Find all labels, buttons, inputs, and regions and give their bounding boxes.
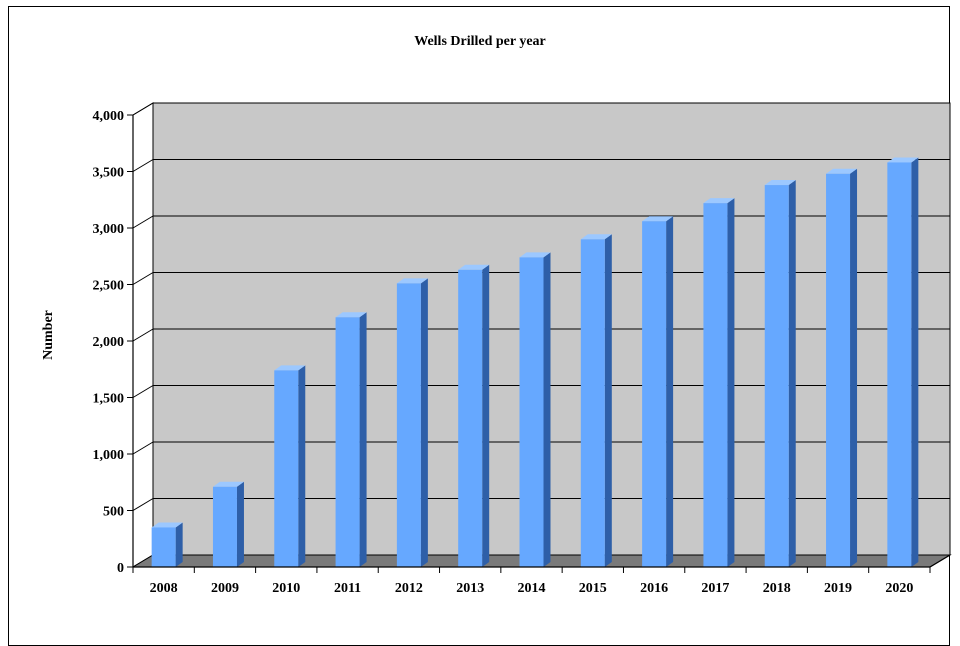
gridline-depth bbox=[132, 498, 154, 511]
bar-front bbox=[642, 221, 667, 567]
bar-side bbox=[604, 234, 612, 568]
gridline-depth bbox=[132, 385, 154, 398]
x-axis-depth bbox=[929, 554, 951, 568]
bar-side bbox=[175, 522, 183, 567]
x-tick-label: 2012 bbox=[395, 581, 423, 596]
bar bbox=[826, 168, 858, 567]
bar-top bbox=[335, 312, 367, 318]
bar bbox=[335, 312, 367, 567]
bar-side bbox=[236, 481, 244, 567]
bar-front bbox=[580, 239, 605, 568]
bar-front bbox=[703, 203, 728, 567]
gridline-depth bbox=[132, 328, 154, 342]
bar-side bbox=[911, 157, 919, 567]
bar bbox=[151, 522, 183, 567]
bar bbox=[458, 264, 490, 567]
bar bbox=[519, 252, 551, 567]
y-tick-label: 500 bbox=[103, 505, 124, 520]
bar-top bbox=[887, 157, 919, 163]
gridline-depth bbox=[132, 215, 154, 229]
chart-title: Wells Drilled per year bbox=[414, 34, 546, 49]
bar-side bbox=[727, 198, 735, 567]
bar-side bbox=[543, 252, 551, 567]
gridline-depth bbox=[132, 102, 154, 116]
bar-top bbox=[274, 365, 306, 371]
bar-front bbox=[335, 317, 360, 567]
bar-side bbox=[788, 180, 796, 567]
bar-top bbox=[458, 264, 490, 270]
y-tick-label: 4,000 bbox=[93, 109, 125, 124]
gridline-depth bbox=[132, 441, 154, 455]
x-tick-label: 2017 bbox=[701, 581, 729, 596]
bar bbox=[642, 216, 674, 567]
bar-front bbox=[151, 527, 176, 567]
gridline-depth bbox=[132, 159, 154, 172]
bar-chart: 0 500 1,000 1,500 2,000 2,500 3,000 3,500 4,000 2… bbox=[41, 102, 952, 596]
bar bbox=[580, 234, 612, 568]
x-tick-label: 2008 bbox=[150, 581, 178, 596]
x-tick-label: 2009 bbox=[211, 581, 239, 596]
bar-side bbox=[850, 168, 858, 567]
bar bbox=[887, 157, 919, 567]
bar bbox=[703, 198, 735, 567]
bar-top bbox=[764, 180, 796, 186]
bar-front bbox=[764, 185, 789, 567]
x-tick-label: 2010 bbox=[272, 581, 300, 596]
bar-side bbox=[298, 365, 306, 567]
x-tick-label: 2020 bbox=[885, 581, 913, 596]
bar-side bbox=[420, 278, 428, 567]
bar-side bbox=[359, 312, 367, 567]
bar-front bbox=[887, 162, 912, 567]
bar-top bbox=[519, 252, 551, 258]
x-tick-label: 2014 bbox=[518, 581, 546, 596]
bar-top bbox=[151, 522, 183, 528]
y-tick-label: 2,000 bbox=[93, 335, 125, 350]
bar-side bbox=[666, 216, 674, 567]
x-tick-label: 2015 bbox=[579, 581, 607, 596]
y-axis-label: Number bbox=[41, 310, 56, 360]
bar-top bbox=[642, 216, 674, 222]
y-tick-label: 3,000 bbox=[93, 222, 125, 237]
y-tick-label: 3,500 bbox=[93, 166, 125, 181]
bar-top bbox=[580, 234, 612, 240]
bar-top bbox=[703, 198, 735, 204]
x-tick-label: 2013 bbox=[456, 581, 484, 596]
bar bbox=[274, 365, 306, 567]
bar-front bbox=[274, 370, 299, 567]
bar-top bbox=[826, 168, 858, 174]
x-tick-label: 2011 bbox=[334, 581, 361, 596]
y-tick-label: 1,000 bbox=[93, 448, 125, 463]
bar-front bbox=[519, 257, 544, 567]
bar bbox=[212, 481, 244, 567]
bar-top bbox=[396, 278, 428, 284]
bar-front bbox=[396, 283, 421, 567]
y-tick-label: 0 bbox=[117, 561, 124, 576]
gridline-depth bbox=[132, 272, 154, 285]
y-tick-label: 1,500 bbox=[93, 392, 125, 407]
y-tick-label: 2,500 bbox=[93, 279, 125, 294]
bar bbox=[764, 180, 796, 567]
bar-front bbox=[458, 269, 483, 567]
x-tick-label: 2019 bbox=[824, 581, 852, 596]
bar bbox=[396, 278, 428, 567]
bar-front bbox=[212, 486, 237, 567]
bar-side bbox=[482, 264, 490, 567]
x-tick-label: 2018 bbox=[763, 581, 791, 596]
bar-front bbox=[826, 173, 851, 567]
bar-top bbox=[212, 481, 244, 487]
x-tick-label: 2016 bbox=[640, 581, 668, 596]
